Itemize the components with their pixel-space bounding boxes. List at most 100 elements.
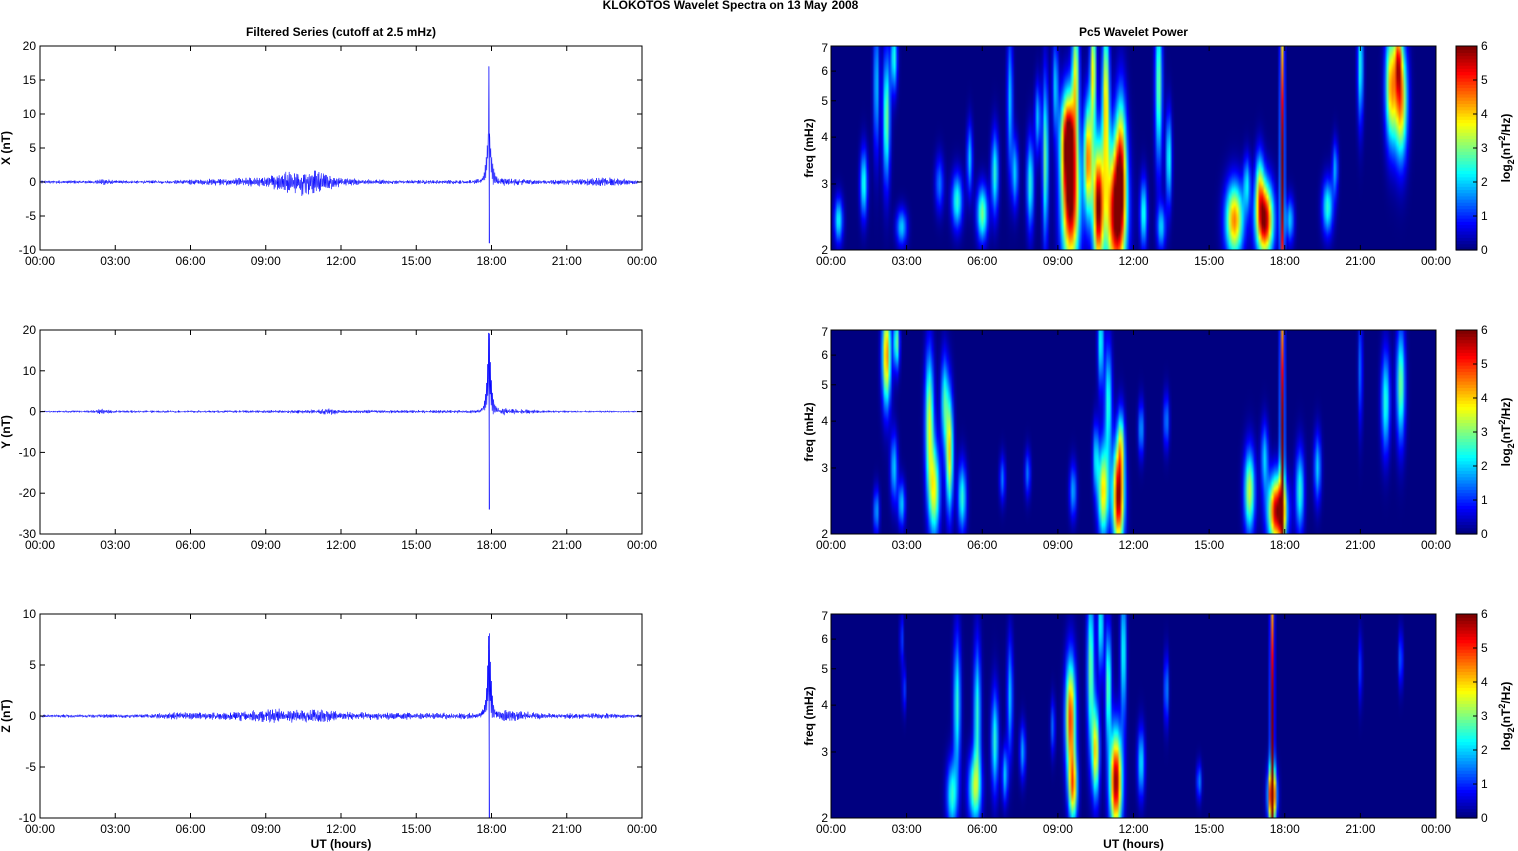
x-tick-label: 21:00: [1345, 822, 1375, 836]
colorbar-tick-label: 6: [1481, 39, 1488, 53]
y-tick-label: 4: [821, 414, 828, 428]
series-plot-y: -30 -20 -10 0 10 20 00:00 03:00 06:00 09:00 12:00 1…: [0, 323, 657, 552]
colorbar-step: [1456, 524, 1477, 529]
colorbar-step: [1456, 371, 1477, 376]
colorbar-step: [1456, 230, 1477, 235]
y-tick-label: 20: [23, 323, 37, 337]
x-tick-label: 00:00: [816, 254, 846, 268]
y-tick-label: 10: [23, 107, 37, 121]
colorbar-step: [1456, 770, 1477, 774]
x-axis-label: UT (hours): [311, 837, 372, 851]
colorbar-tick-label: 0: [1481, 243, 1488, 257]
x-tick-label: 00:00: [25, 538, 55, 552]
colorbar-step: [1456, 629, 1477, 634]
colorbar-step: [1456, 422, 1477, 427]
x-tick-label: 15:00: [401, 822, 431, 836]
colorbar-step: [1456, 425, 1477, 430]
colorbar-step: [1456, 690, 1477, 695]
colorbar-step: [1456, 483, 1477, 487]
colorbar-step: [1456, 782, 1477, 787]
colorbar-step: [1456, 447, 1477, 452]
y-tick-label: 5: [29, 658, 36, 672]
colorbar-step: [1456, 508, 1477, 513]
colorbar-step: [1456, 205, 1477, 210]
colorbar-step: [1456, 214, 1477, 219]
wavelet-plot-x: 2 3 4 5 6 7 00:00 03:00 06:00 09:00 12:00 15:00 18:0…: [802, 25, 1516, 268]
colorbar-step: [1456, 342, 1477, 347]
wavelet-plot-z: 2 3 4 5 6 7 00:00 03:00 06:00 09:00 12:00 15:00 18:0…: [802, 607, 1516, 851]
y-tick-label: 6: [821, 64, 828, 78]
x-tick-label: 00:00: [816, 538, 846, 552]
y-tick-label: 6: [821, 632, 828, 646]
colorbar-step: [1456, 148, 1477, 152]
colorbar-tick-label: 6: [1481, 607, 1488, 621]
colorbar-step: [1456, 511, 1477, 516]
y-tick-label: 5: [29, 141, 36, 155]
colorbar-step: [1456, 74, 1477, 79]
colorbar-step: [1456, 665, 1477, 669]
colorbar-step: [1456, 365, 1477, 369]
x-tick-label: 00:00: [1421, 822, 1451, 836]
colorbar-step: [1456, 789, 1477, 794]
colorbar-step: [1456, 406, 1477, 411]
colorbar-step: [1456, 84, 1477, 89]
colorbar-step: [1456, 620, 1477, 625]
colorbar-step: [1456, 381, 1477, 385]
wavelet-power-image: [831, 46, 1436, 250]
colorbar-step: [1456, 470, 1477, 475]
colorbar-step: [1456, 349, 1477, 353]
colorbar-tick-label: 0: [1481, 811, 1488, 825]
colorbar-step: [1456, 176, 1477, 181]
colorbar-step: [1456, 639, 1477, 644]
colorbar-step: [1456, 479, 1477, 484]
y-tick-label: 7: [821, 41, 828, 55]
colorbar-step: [1456, 486, 1477, 490]
colorbar-step: [1456, 138, 1477, 143]
colorbar-label: log2(nT2/Hz): [1497, 398, 1516, 467]
y-axis-label: freq (mHz): [802, 402, 816, 461]
y-tick-label: 7: [821, 325, 828, 339]
colorbar-tick-label: 5: [1481, 641, 1488, 655]
colorbar-step: [1456, 109, 1477, 114]
y-tick-label: -10: [19, 243, 37, 257]
colorbar-step: [1456, 633, 1477, 637]
colorbar-step: [1456, 330, 1477, 334]
colorbar-step: [1456, 68, 1477, 73]
colorbar-step: [1456, 358, 1477, 363]
y-tick-label: 6: [821, 348, 828, 362]
y-tick-label: 3: [821, 177, 828, 191]
colorbar-step: [1456, 81, 1477, 85]
colorbar-step: [1456, 144, 1477, 149]
colorbar-step: [1456, 428, 1477, 433]
x-tick-label: 00:00: [627, 538, 657, 552]
panel-title: Filtered Series (cutoff at 2.5 mHz): [246, 25, 436, 39]
colorbar-step: [1456, 106, 1477, 111]
colorbar-tick-label: 6: [1481, 323, 1488, 337]
colorbar-step: [1456, 728, 1477, 733]
x-tick-label: 12:00: [326, 254, 356, 268]
colorbar-step: [1456, 798, 1477, 803]
colorbar-step: [1456, 741, 1477, 746]
colorbar-step: [1456, 735, 1477, 739]
x-tick-label: 18:00: [1270, 254, 1300, 268]
x-tick-label: 18:00: [476, 254, 506, 268]
colorbar-step: [1456, 237, 1477, 242]
colorbar-step: [1456, 763, 1477, 768]
colorbar-step: [1456, 441, 1477, 446]
x-tick-label: 21:00: [552, 822, 582, 836]
colorbar-step: [1456, 530, 1477, 535]
y-axis-label: freq (mHz): [802, 686, 816, 745]
colorbar-step: [1456, 202, 1477, 206]
colorbar-step: [1456, 103, 1477, 108]
colorbar-step: [1456, 100, 1477, 104]
colorbar-step: [1456, 514, 1477, 519]
x-tick-label: 21:00: [1345, 538, 1375, 552]
colorbar-step: [1456, 396, 1477, 401]
x-tick-label: 06:00: [175, 538, 205, 552]
colorbar-step: [1456, 747, 1477, 752]
colorbar-step: [1456, 243, 1477, 248]
colorbar-step: [1456, 208, 1477, 213]
colorbar-step: [1456, 652, 1477, 657]
x-tick-label: 09:00: [251, 538, 281, 552]
colorbar-step: [1456, 773, 1477, 778]
